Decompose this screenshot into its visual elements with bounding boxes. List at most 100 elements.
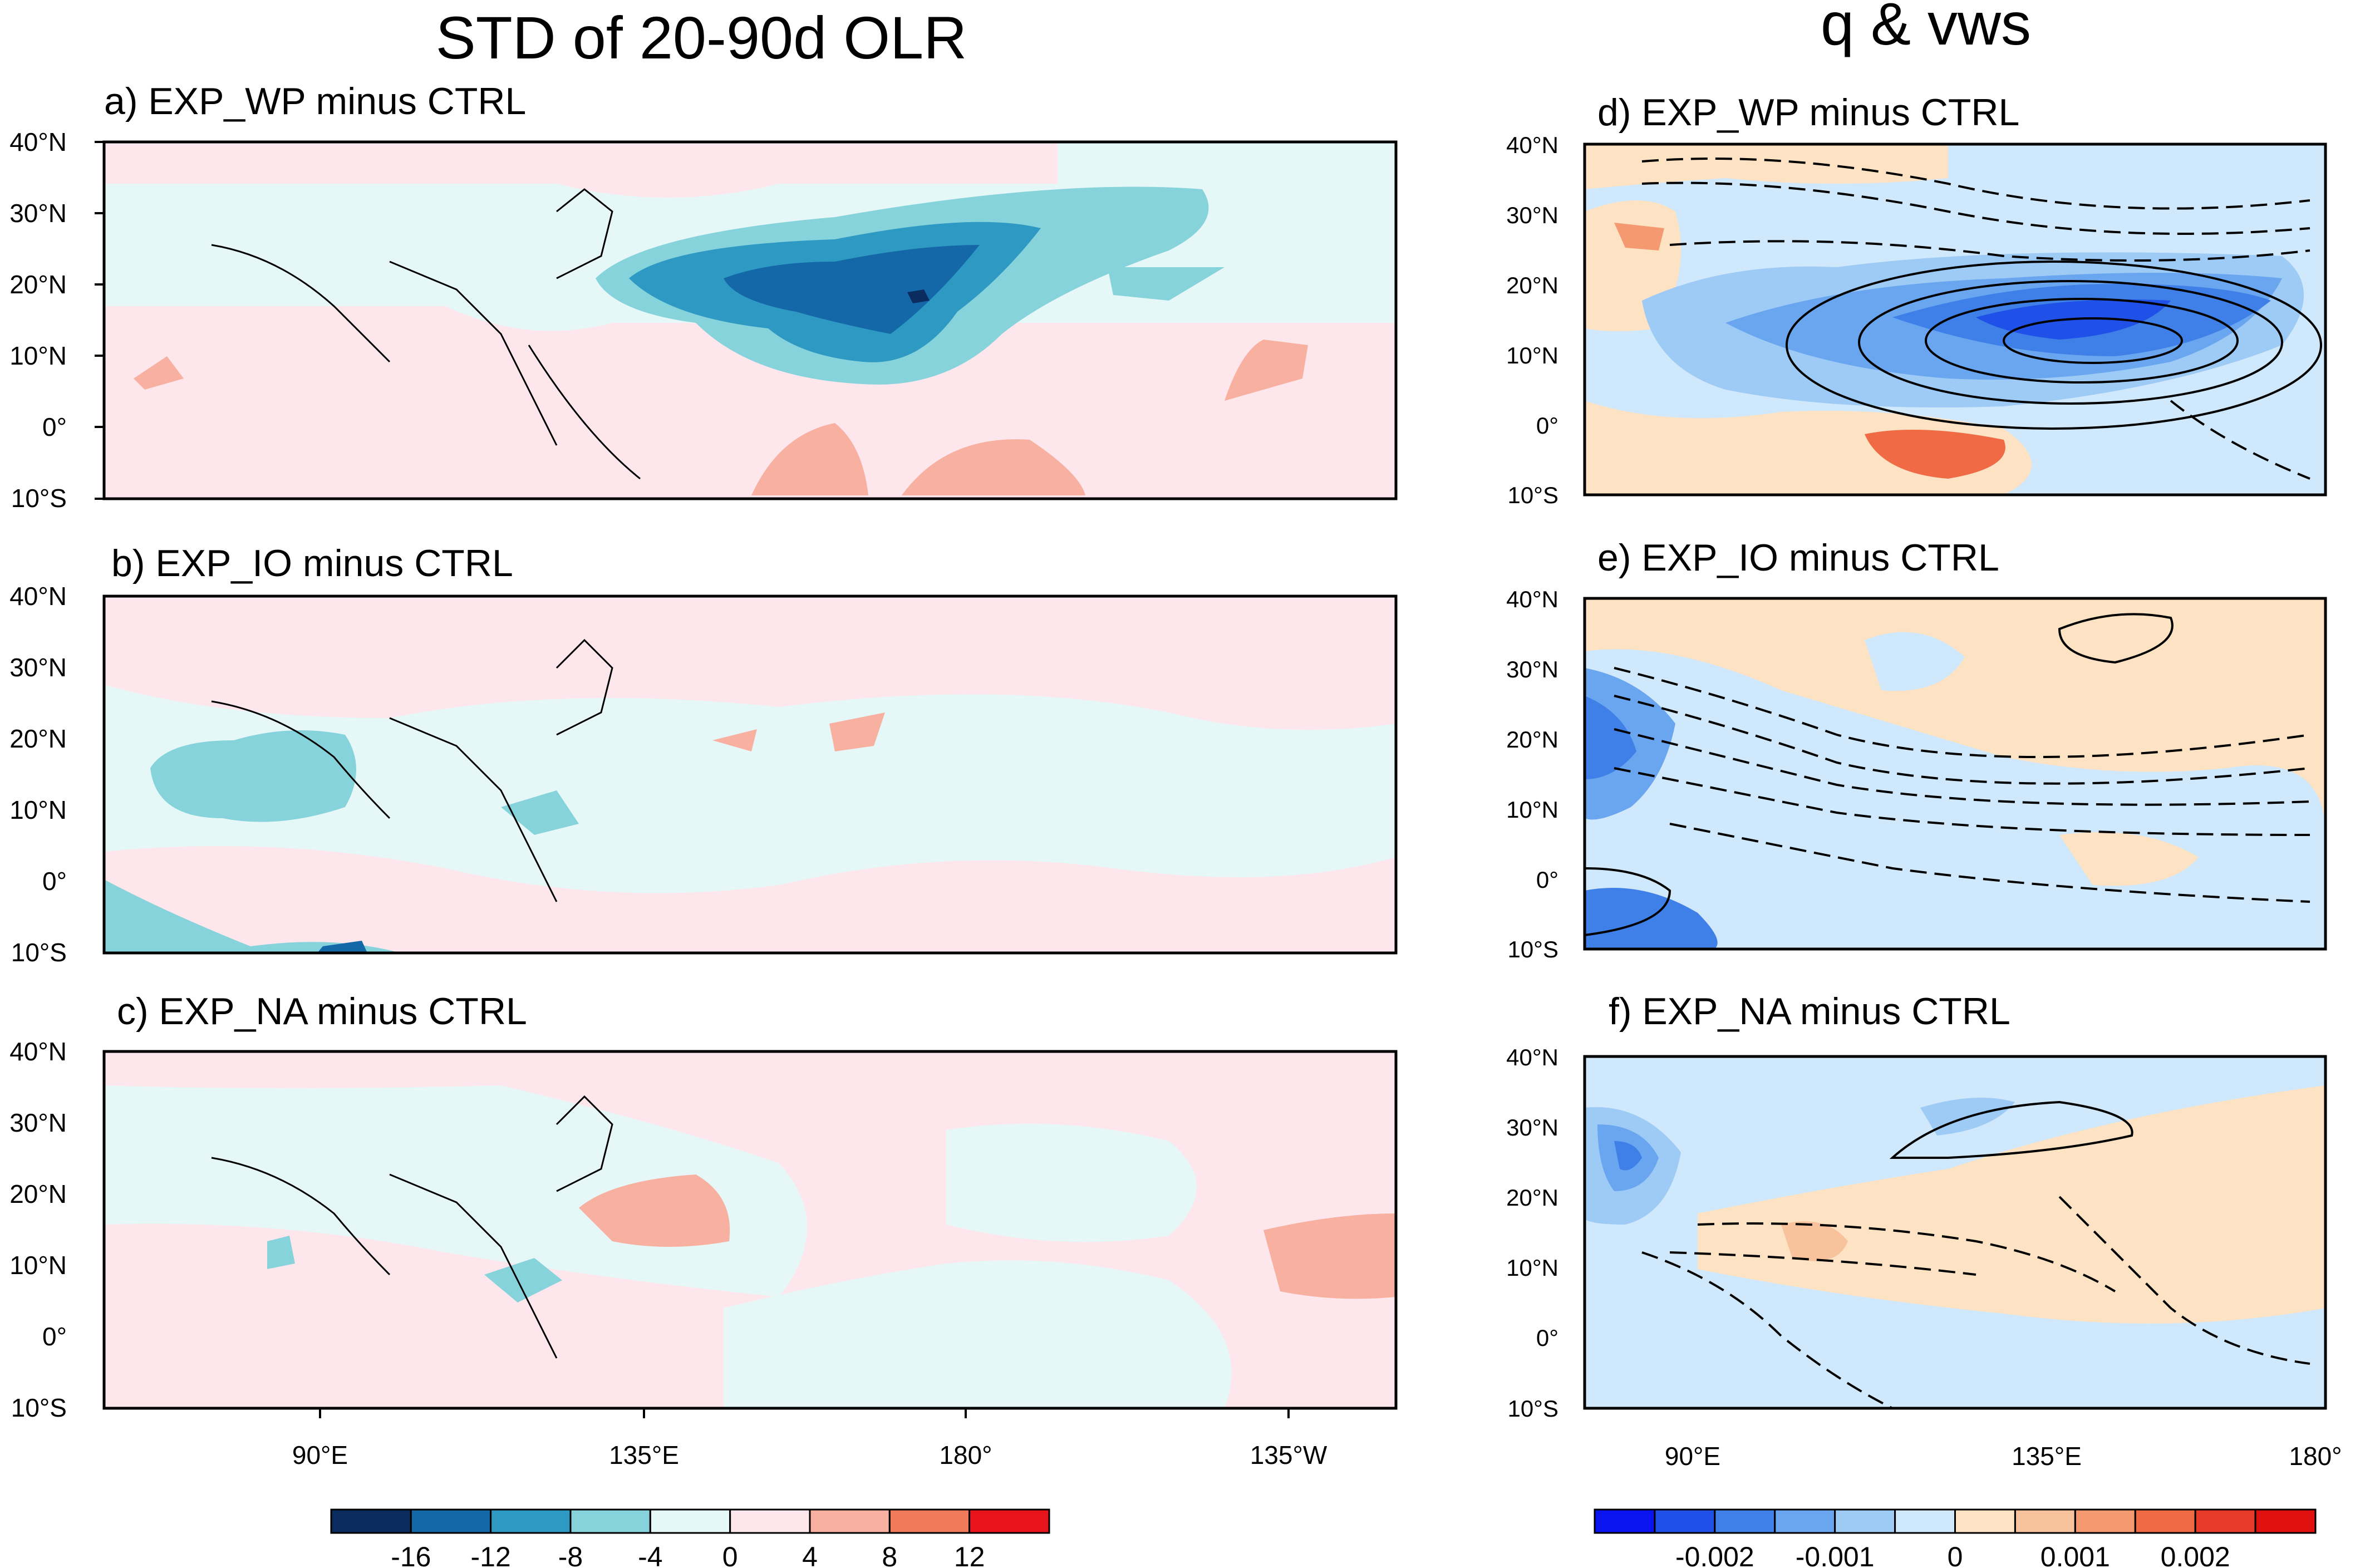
colorbar-swatch [729,1508,811,1534]
lat-tick-label: 40°N [1506,132,1558,158]
panel-f-vws-dashed-contours [1641,1196,2310,1409]
lat-tick-label: 10°S [11,938,67,967]
lat-tick-label: 40°N [1506,586,1558,612]
panel-e-lat-axis: 40°N 30°N 20°N 10°N 0° 10°S [1506,586,1558,962]
colorbar-swatch [1834,1508,1896,1534]
panel-e-frame [1583,597,2327,951]
lon-tick-label: 90°E [292,1441,348,1469]
panel-d-vws-contours [1786,260,2322,430]
panel-f-positive [1698,1085,2325,1324]
left-lon-axis: 90°E 135°E 180° 135°W [292,1441,1327,1469]
panel-d: d) EXP_WP minus CTRL 40°N 30°N 20°N 10°N… [1506,91,2327,508]
panel-b-negative-band [104,685,1396,893]
lat-tick-label: 20°N [1506,272,1558,298]
lat-tick-label: 0° [42,867,67,896]
colorbar-swatch [569,1508,651,1534]
panel-a-positive-4 [134,356,184,390]
lon-tick-label: 90°E [1665,1442,1720,1471]
colorbar-swatch [1954,1508,2016,1534]
colorbar-swatch [410,1508,492,1534]
panel-a-positive-3 [1225,340,1308,401]
panel-e-negative-north [1865,632,1965,691]
right-column-title: q & vws [1821,0,2031,57]
panel-c-negative-1 [484,1258,562,1302]
panel-f-vws-contours [1889,1100,2133,1159]
lat-tick-label: 10°N [1506,797,1558,823]
lat-tick-label: 30°N [9,1108,67,1137]
lat-tick-label: 30°N [9,653,67,682]
lat-tick-label: 10°N [9,1251,67,1280]
colorbar-swatch [2194,1508,2256,1534]
lat-tick-label: 30°N [9,199,67,228]
colorbar-swatch [888,1508,971,1534]
lat-tick-label: 10°S [1507,1395,1558,1422]
panel-b-negative-2 [501,790,579,835]
lon-tick-label: 180° [939,1441,992,1469]
panel-c-positive-1 [579,1174,730,1247]
colorbar-tick-label: -16 [391,1541,431,1568]
panel-a-positive-north [104,142,1058,198]
panel-f-label: f) EXP_NA minus CTRL [1609,990,2010,1033]
panel-b-positive [712,712,885,751]
lon-tick-label: 135°W [1250,1441,1327,1469]
lon-tick-label: 135°E [2012,1442,2082,1471]
colorbar-tick-label: -12 [471,1541,511,1568]
colorbar-swatch [2074,1508,2136,1534]
panel-c-coastlines [211,1095,613,1359]
lat-tick-label: 10°S [1507,482,1558,508]
panel-a-coastlines [211,188,641,480]
lat-tick-label: 10°S [11,1393,67,1422]
panel-b-lat-axis: 40°N 30°N 20°N 10°N 0° 10°S [9,582,67,967]
lat-tick-label: 40°N [9,1037,67,1066]
colorbar-tick-label: 0 [1948,1541,1963,1568]
panel-c-negative-2 [267,1236,295,1269]
lon-tick-label: 180° [2289,1442,2342,1471]
colorbar-swatch [2254,1508,2317,1534]
panel-c-frame [102,1050,1398,1410]
colorbar-swatch [809,1508,891,1534]
panel-d-lat-axis: 40°N 30°N 20°N 10°N 0° 10°S [1506,132,1558,508]
panel-d-frame [1583,142,2327,497]
colorbar-swatch [1774,1508,1836,1534]
panel-a-positive-south [104,306,1396,499]
colorbar-tick-label: 8 [882,1541,897,1568]
panel-c-negative-south [724,1260,1232,1408]
lat-tick-label: 10°N [1506,1255,1558,1281]
panel-a-frame [102,140,1398,500]
panel-f-lat-axis: 40°N 30°N 20°N 10°N 0° 10°S [1506,1044,1558,1422]
panel-e-positive-east [2059,832,2199,886]
panel-d-positive-west-core [1614,223,1664,250]
lat-tick-label: 10°N [1506,342,1558,368]
lat-tick-label: 10°N [9,341,67,370]
colorbar-swatch [968,1508,1050,1534]
panel-e: e) EXP_IO minus CTRL 40°N 30°N 20°N 10°N… [1506,537,2327,962]
panel-f-positive-core [1781,1221,1848,1261]
lat-tick-label: 0° [1536,1325,1558,1351]
lat-tick-label: 30°N [1506,202,1558,228]
panel-c-lat-axis: 40°N 30°N 20°N 10°N 0° 10°S [9,1037,67,1422]
panel-a-positive-2 [902,439,1085,495]
panel-a: a) EXP_WP minus CTRL 40°N 30°N 20°N 10°N… [9,80,1398,513]
lat-tick-label: 10°S [1507,936,1558,962]
panel-e-vws-dashed-contours [1614,667,2310,903]
lat-tick-label: 10°S [11,484,67,513]
lat-tick-label: 20°N [9,270,67,299]
panel-e-negative-west-2 [1585,696,1636,779]
panel-a-anomaly-level-16 [907,289,930,303]
panel-b-frame [102,594,1398,955]
colorbar-tick-label: -0.002 [1675,1541,1754,1568]
panel-f-frame [1583,1055,2327,1410]
panel-e-negative-sw [1585,888,1718,949]
lat-tick-label: 30°N [1506,1114,1558,1141]
lat-tick-label: 20°N [9,1179,67,1208]
panel-f: f) EXP_NA minus CTRL 40°N 30°N 20°N 10°N… [1506,990,2342,1471]
lat-tick-label: 10°N [9,795,67,824]
colorbar-tick-label: 0.001 [2041,1541,2110,1568]
lat-tick-label: 0° [42,412,67,441]
panel-b-negative-1 [150,730,356,822]
colorbar-tick-label: 0.002 [2161,1541,2230,1568]
panel-c-positive-2 [1263,1213,1396,1299]
right-colorbar: -0.002 -0.001 0 0.001 0.002 [1594,1508,2317,1568]
colorbar-swatch [649,1508,731,1534]
